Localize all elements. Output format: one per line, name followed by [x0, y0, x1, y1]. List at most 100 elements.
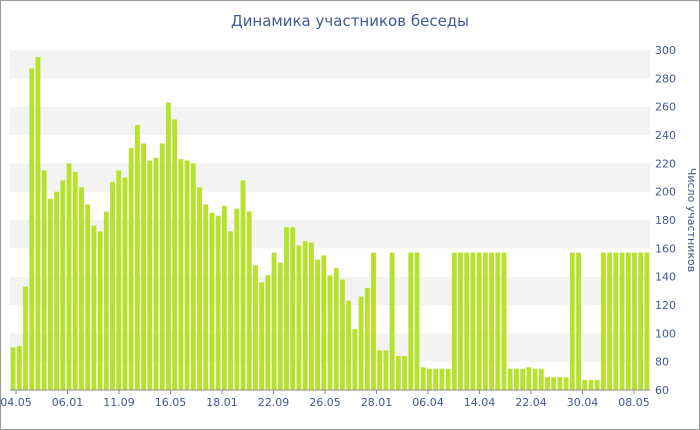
bar	[72, 171, 78, 390]
bar	[240, 180, 246, 390]
bar	[91, 225, 97, 390]
bar	[632, 252, 637, 390]
bar	[302, 241, 308, 390]
bar	[147, 160, 153, 390]
bar	[594, 380, 600, 390]
bar	[433, 368, 439, 390]
bar	[234, 208, 240, 390]
bar	[265, 275, 271, 390]
bar	[464, 252, 470, 390]
bar	[352, 329, 358, 390]
bar	[29, 68, 35, 391]
bar	[607, 252, 613, 390]
bar	[290, 227, 296, 390]
bar	[16, 346, 22, 390]
bar	[228, 231, 234, 390]
bar	[60, 180, 66, 390]
y-tick-label: 220	[655, 157, 676, 170]
bar	[103, 211, 109, 390]
bar	[277, 262, 283, 390]
bar	[110, 181, 115, 390]
x-tick-label: 30.04	[567, 396, 599, 409]
bar	[197, 187, 202, 390]
bar	[41, 170, 47, 390]
bar	[128, 147, 134, 390]
bar	[134, 125, 140, 390]
x-tick-label: 04.05	[0, 396, 32, 409]
bar	[613, 252, 619, 390]
bar	[377, 350, 383, 390]
bar	[284, 227, 289, 390]
bar	[644, 252, 650, 390]
bar	[470, 252, 476, 390]
y-tick-label: 180	[655, 214, 676, 227]
bar	[395, 356, 401, 390]
y-tick-label: 280	[655, 72, 676, 85]
bar	[203, 204, 209, 390]
bar	[246, 211, 252, 390]
x-tick-label: 06.04	[412, 396, 444, 409]
x-tick-label: 26.05	[309, 396, 341, 409]
bar	[513, 368, 519, 390]
bar	[321, 255, 327, 390]
bar	[371, 252, 376, 390]
bar	[178, 159, 184, 390]
bar	[66, 163, 72, 390]
bar	[532, 368, 538, 390]
bar	[582, 380, 588, 390]
bar	[489, 252, 494, 390]
bar	[551, 377, 557, 390]
x-tick-label: 11.09	[103, 396, 135, 409]
bar	[35, 57, 41, 390]
bar	[588, 380, 594, 390]
x-tick-label: 08.05	[618, 396, 650, 409]
bar	[600, 252, 606, 390]
bar	[358, 296, 364, 390]
bar	[619, 252, 625, 390]
bar	[259, 282, 265, 390]
bar	[364, 288, 370, 390]
bar	[383, 350, 389, 390]
bar	[209, 212, 215, 390]
y-tick-labels: 60 80 100 120 140 160 180 200 220 240 260 280 300	[655, 44, 676, 397]
x-tick-label: 16.05	[155, 396, 187, 409]
bar	[420, 367, 426, 390]
bar	[625, 252, 631, 390]
bar	[482, 252, 488, 390]
y-tick-label: 140	[655, 271, 676, 284]
bar	[333, 268, 339, 390]
bar	[122, 177, 128, 390]
bar	[476, 252, 482, 390]
x-tick-labels: 04.05 06.01 11.09 16.05 18.01 22.09 26.05 28.01…	[0, 390, 650, 409]
bar	[315, 259, 320, 390]
grid-band	[10, 106, 650, 135]
bar	[166, 102, 171, 391]
bar	[501, 252, 507, 390]
bar	[23, 286, 28, 390]
bar	[159, 143, 165, 390]
y-tick-label: 260	[655, 101, 676, 114]
grid-band	[10, 50, 650, 79]
bar	[215, 215, 221, 390]
bar	[308, 242, 314, 390]
y-tick-label: 240	[655, 129, 676, 142]
bar	[569, 252, 575, 390]
bar	[445, 368, 451, 390]
bar	[576, 252, 581, 390]
bar	[54, 191, 60, 390]
bar	[47, 198, 53, 390]
grid-band	[10, 163, 650, 192]
bar	[507, 368, 513, 390]
bar	[520, 368, 526, 390]
bar	[10, 347, 16, 390]
bar	[414, 252, 420, 390]
bar	[340, 279, 345, 390]
bar	[190, 163, 196, 390]
y-tick-label: 100	[655, 327, 676, 340]
bar	[346, 300, 352, 390]
bar	[439, 368, 445, 390]
bar	[172, 119, 178, 391]
y-tick-label: 160	[655, 242, 676, 255]
bar	[184, 160, 190, 390]
bar	[327, 275, 333, 390]
